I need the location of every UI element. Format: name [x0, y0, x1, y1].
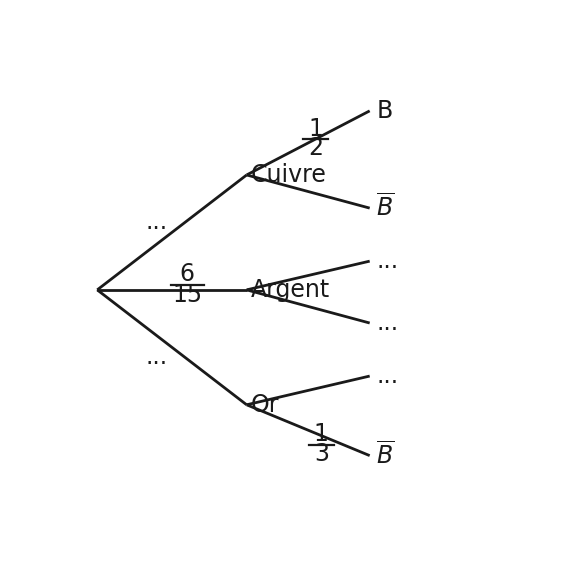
Text: Cuivre: Cuivre: [251, 163, 327, 187]
Text: $\overline{B}$: $\overline{B}$: [376, 195, 395, 222]
Text: $\overline{B}$: $\overline{B}$: [376, 442, 395, 469]
Text: ...: ...: [376, 249, 399, 273]
Text: ...: ...: [146, 210, 168, 234]
Text: B: B: [376, 99, 392, 123]
Text: 15: 15: [172, 283, 202, 307]
Text: ...: ...: [376, 364, 399, 388]
Text: 3: 3: [314, 443, 329, 466]
Text: Argent: Argent: [251, 278, 331, 302]
Text: 1: 1: [308, 117, 323, 141]
Text: 6: 6: [180, 262, 195, 286]
Text: Or: Or: [251, 393, 280, 417]
Text: 1: 1: [314, 422, 329, 447]
Text: 2: 2: [308, 137, 323, 161]
Text: ...: ...: [376, 311, 399, 335]
Text: ...: ...: [146, 345, 168, 369]
